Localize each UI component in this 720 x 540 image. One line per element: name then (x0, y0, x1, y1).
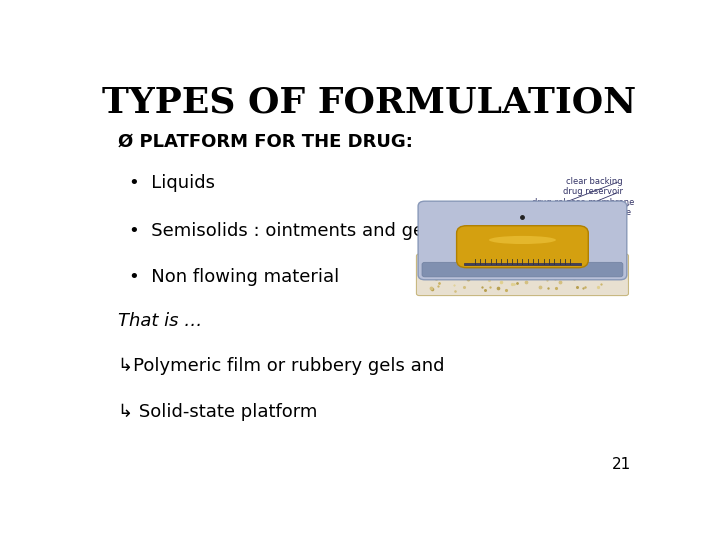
Text: •  Non flowing material: • Non flowing material (129, 268, 339, 286)
Text: drug reservoir: drug reservoir (563, 187, 623, 196)
Text: drug-release membrane: drug-release membrane (531, 198, 634, 207)
Text: •  Liquids: • Liquids (129, 174, 215, 192)
Ellipse shape (489, 236, 556, 244)
Text: That is …: That is … (118, 312, 202, 329)
FancyBboxPatch shape (464, 263, 581, 265)
Text: ↳Polymeric film or rubbery gels and: ↳Polymeric film or rubbery gels and (118, 357, 444, 375)
FancyBboxPatch shape (416, 254, 629, 295)
FancyBboxPatch shape (422, 262, 623, 277)
Text: contact adhesive: contact adhesive (559, 208, 631, 217)
FancyBboxPatch shape (456, 226, 588, 268)
Text: Ø PLATFORM FOR THE DRUG:: Ø PLATFORM FOR THE DRUG: (118, 133, 413, 151)
Text: TYPES OF FORMULATION: TYPES OF FORMULATION (102, 85, 636, 119)
Text: clear backing: clear backing (566, 177, 623, 186)
Text: 21: 21 (612, 457, 631, 472)
FancyBboxPatch shape (418, 201, 627, 280)
Text: ↳ Solid-state platform: ↳ Solid-state platform (118, 403, 318, 421)
Text: •  Semisolids : ointments and gels: • Semisolids : ointments and gels (129, 222, 438, 240)
